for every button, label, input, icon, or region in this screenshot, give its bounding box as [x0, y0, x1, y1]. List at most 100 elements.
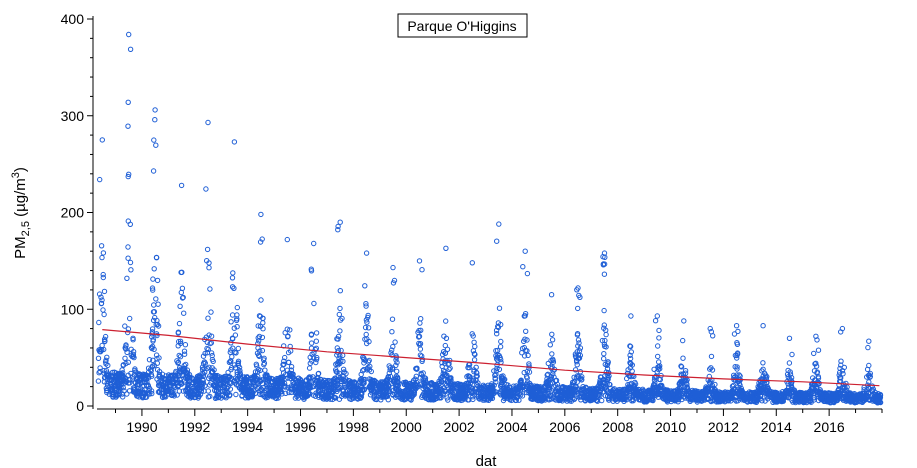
data-point — [99, 297, 105, 303]
y-tick-label: 300 — [61, 108, 85, 124]
data-point — [258, 297, 264, 303]
data-point — [154, 277, 161, 284]
x-tick-label: 2000 — [391, 419, 422, 435]
data-point — [127, 221, 134, 228]
data-point — [547, 342, 553, 348]
data-point — [182, 378, 188, 384]
data-point — [125, 326, 132, 332]
data-point — [549, 337, 556, 343]
data-point — [151, 346, 157, 353]
peak-point — [337, 219, 343, 225]
data-point — [154, 332, 160, 339]
data-point — [181, 362, 188, 369]
data-point — [418, 316, 424, 322]
data-point — [130, 335, 136, 341]
y-axis-title-units-suffix: ) — [12, 167, 29, 172]
data-point — [174, 392, 180, 398]
y-tick-label: 0 — [76, 398, 84, 414]
data-point — [337, 288, 343, 294]
data-point — [472, 343, 478, 350]
data-point — [496, 305, 503, 311]
data-point — [176, 388, 183, 394]
data-point — [200, 353, 207, 359]
x-tick-label: 1996 — [285, 419, 316, 435]
data-point — [145, 383, 152, 389]
data-point — [601, 322, 607, 328]
data-point — [125, 123, 131, 129]
axes — [92, 16, 882, 410]
data-point — [155, 389, 162, 395]
data-point — [143, 394, 150, 400]
data-point — [113, 393, 120, 399]
data-point — [311, 300, 317, 307]
data-point — [524, 270, 531, 277]
peak-point — [363, 250, 370, 256]
y-tick-label: 400 — [61, 11, 85, 27]
data-point — [100, 271, 106, 278]
data-point — [177, 354, 184, 360]
x-tick-label: 2006 — [549, 419, 580, 435]
data-point — [130, 353, 137, 359]
peak-point — [522, 248, 528, 254]
data-point — [656, 335, 662, 341]
data-point — [549, 351, 555, 357]
y-axis-title-base: PM — [12, 236, 29, 259]
data-point — [123, 342, 129, 348]
data-point — [113, 387, 120, 393]
peak-point — [416, 258, 423, 264]
peak-point — [284, 236, 290, 243]
data-point — [174, 358, 180, 364]
data-point — [135, 381, 141, 388]
peak-point — [311, 240, 317, 247]
data-point — [154, 367, 161, 373]
peak-point — [866, 338, 872, 344]
data-point — [149, 285, 156, 291]
data-point — [175, 329, 182, 335]
data-point — [122, 345, 128, 351]
data-point — [652, 318, 659, 324]
data-point — [150, 338, 156, 344]
y-tick-label: 100 — [61, 301, 85, 317]
data-point — [162, 394, 169, 400]
data-point — [446, 366, 452, 372]
data-point — [100, 274, 107, 281]
data-point — [153, 296, 159, 302]
data-point — [603, 331, 609, 338]
peak-point — [733, 323, 740, 329]
data-point — [256, 338, 262, 344]
data-point — [815, 347, 822, 353]
data-point — [107, 383, 114, 389]
data-point — [150, 168, 157, 174]
x-tick-label: 2008 — [602, 419, 633, 435]
data-point — [184, 386, 191, 392]
peak-point — [654, 313, 660, 319]
data-point — [337, 328, 343, 334]
data-point — [205, 315, 211, 321]
data-point — [127, 46, 134, 52]
data-point — [282, 330, 288, 336]
data-point — [125, 173, 131, 180]
data-point — [651, 366, 657, 372]
data-point — [146, 357, 153, 363]
data-point — [601, 307, 607, 314]
data-point — [392, 339, 398, 345]
data-point — [153, 254, 160, 261]
data-point — [103, 361, 109, 367]
x-tick-label: 2010 — [655, 419, 686, 435]
data-point — [262, 367, 268, 373]
data-point — [362, 283, 368, 289]
data-point — [122, 355, 128, 361]
data-point — [419, 267, 425, 273]
data-point — [179, 295, 186, 301]
data-point — [313, 338, 319, 344]
data-point — [142, 387, 148, 393]
data-point — [205, 388, 212, 394]
data-point — [104, 354, 110, 360]
data-point — [100, 307, 106, 313]
data-point — [124, 275, 130, 281]
data-point — [98, 300, 105, 307]
data-point — [122, 323, 128, 329]
data-point — [175, 359, 182, 365]
data-point — [133, 376, 140, 383]
data-point — [523, 328, 529, 334]
